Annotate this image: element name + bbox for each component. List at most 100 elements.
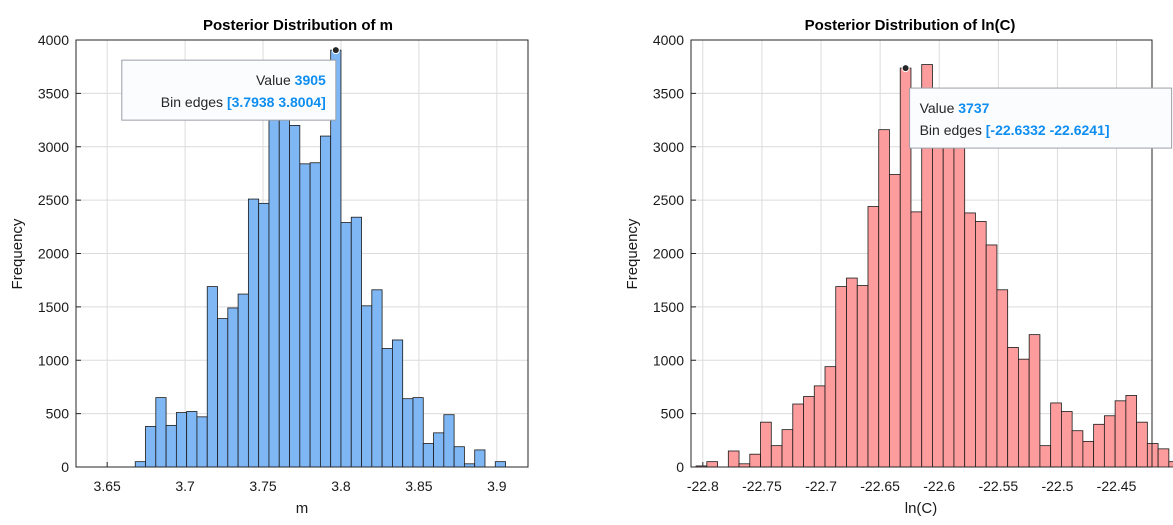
histogram-bar[interactable] [1028,334,1041,468]
histogram-bar[interactable] [1082,440,1095,468]
histogram-bar[interactable] [381,348,393,468]
x-tick-label: -22.6 [923,478,955,494]
x-tick-label: -22.65 [860,478,900,494]
bars[interactable] [134,49,506,468]
histogram-bar[interactable] [237,293,249,468]
histogram-bar[interactable] [494,461,506,468]
y-tick-label: 1500 [38,299,69,315]
histogram-bar[interactable] [910,211,923,468]
histogram-bar[interactable] [975,221,987,468]
histogram-bar[interactable] [996,289,1009,468]
histogram-bar[interactable] [867,206,880,468]
datatip-edges-label: Bin edges [920,122,986,138]
histogram-bar[interactable] [1146,443,1159,468]
histogram-bar[interactable] [813,385,826,468]
y-tick-label: 1000 [38,352,69,368]
histogram-bar[interactable] [856,285,869,468]
histogram-bar[interactable] [258,202,270,468]
histogram-bar[interactable] [268,86,280,468]
datatip-box [121,59,337,121]
x-tick-label: -22.75 [742,478,782,494]
histogram-bar[interactable] [803,396,815,468]
histogram-bar[interactable] [412,397,424,468]
histogram-bar[interactable] [155,397,167,468]
histogram-bar[interactable] [1007,347,1019,468]
histogram-bar[interactable] [186,411,198,468]
datatip-marker[interactable] [331,46,340,55]
y-tick-label: 0 [676,459,684,475]
y-tick-label: 0 [61,459,69,475]
x-tick-label: 3.9 [487,478,507,494]
histogram-bar[interactable] [165,424,177,468]
y-tick-label: 1500 [653,299,684,315]
histogram-bar[interactable] [1125,395,1138,468]
histogram-bar[interactable] [770,445,783,468]
histogram-bar[interactable] [1168,461,1173,468]
histogram-bar[interactable] [453,446,465,468]
histogram-bar[interactable] [134,461,146,468]
axes-frame [690,39,1153,468]
histogram-bar[interactable] [1114,400,1127,468]
histogram-bar[interactable] [1039,445,1052,468]
histogram-bar[interactable] [835,286,847,468]
x-tick-label: -22.8 [687,478,719,494]
histogram-bar[interactable] [319,135,332,468]
histogram-bar[interactable] [878,129,890,468]
y-tick-label: 3000 [653,139,684,155]
datatip-marker[interactable] [901,64,910,73]
chart-title: Posterior Distribution of m [203,17,393,34]
histogram-bar[interactable] [792,403,804,468]
x-tick-label: 3.8 [331,478,351,494]
y-tick-label: 2000 [653,246,684,262]
histogram-bar[interactable] [846,277,858,468]
y-tick-label: 1000 [653,352,684,368]
histogram-bar[interactable] [964,212,976,468]
histogram-bar[interactable] [361,305,373,468]
datatip[interactable]: Value 3905 Bin edges [3.7938 3.8004] [121,46,340,121]
histogram-bar[interactable] [1157,448,1170,468]
histogram-bar[interactable] [145,426,157,468]
histogram-bar[interactable] [1050,402,1062,468]
histogram-bar[interactable] [206,286,218,468]
histogram-bar[interactable] [391,339,404,468]
histogram-bar[interactable] [350,216,362,468]
histogram-bar[interactable] [402,398,414,468]
histogram-bar[interactable] [942,146,955,468]
histogram-bar[interactable] [247,198,260,468]
histogram-bar[interactable] [749,453,761,468]
histogram-bar[interactable] [474,449,486,468]
histogram-bar[interactable] [953,144,966,468]
x-tick-label: 3.7 [175,478,195,494]
histogram-bar[interactable] [278,118,290,468]
histogram-bar[interactable] [1071,430,1084,468]
histogram-bar[interactable] [1136,421,1148,468]
histogram-bar[interactable] [175,412,188,468]
histogram-bar[interactable] [932,99,944,468]
histogram-bar[interactable] [227,307,239,468]
histogram-bar[interactable] [289,125,301,468]
histogram-bar[interactable] [443,414,455,468]
histogram-bar[interactable] [340,222,352,468]
datatip[interactable]: Value 3737 Bin edges [-22.6332 -22.6241] [901,64,1173,149]
histogram-bar[interactable] [985,244,998,468]
histogram-bar[interactable] [889,174,901,468]
y-tick-label: 2500 [38,192,69,208]
histogram-bar[interactable] [309,162,321,468]
histogram-bar[interactable] [299,163,311,468]
histogram-bar[interactable] [760,421,772,468]
x-tick-labels: 3.65 3.7 3.75 3.8 3.85 3.9 [94,478,507,494]
histogram-bar[interactable] [422,443,434,468]
histogram-bar[interactable] [371,289,383,468]
histogram-bar[interactable] [727,450,740,468]
histogram-bar[interactable] [781,429,794,468]
histogram-bar[interactable] [217,318,229,468]
histogram-bar[interactable] [1060,411,1073,468]
histogram-bar[interactable] [1093,423,1105,468]
histogram-bar[interactable] [433,432,445,468]
histogram-bar[interactable] [1018,358,1030,468]
histogram-bar[interactable] [1103,415,1116,468]
histogram-bar[interactable] [196,416,208,468]
histogram-bar[interactable] [824,366,837,468]
y-axis-label: Frequency [9,218,26,289]
histogram-bar[interactable] [706,461,718,468]
